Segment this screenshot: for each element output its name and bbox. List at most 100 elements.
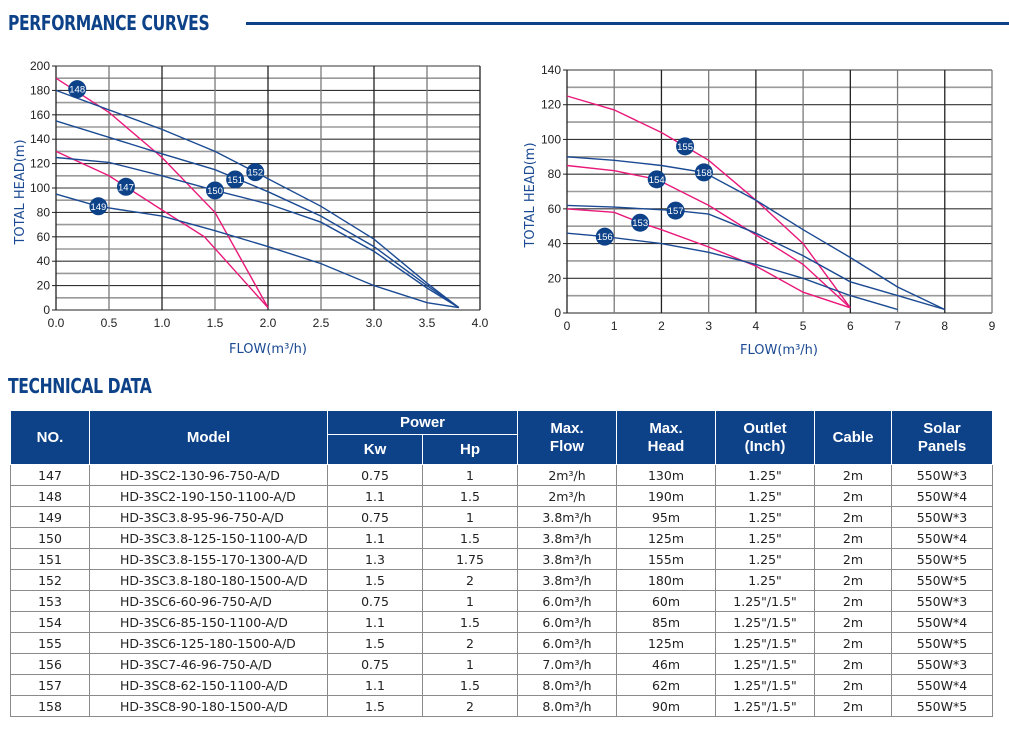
y-tick-label: 160 xyxy=(30,108,50,122)
x-tick-label: 2.0 xyxy=(260,316,277,330)
y-tick-label: 180 xyxy=(30,83,50,97)
curve-badge-label: 154 xyxy=(649,175,665,186)
header-outlet-line2: (Inch) xyxy=(744,437,786,455)
cell-no: 151 xyxy=(10,548,90,570)
header-no: NO. xyxy=(10,410,90,465)
cell-hp: 1 xyxy=(422,464,518,486)
technical-data-table: NO. Model Power Max. Flow Max. Head Outlet… xyxy=(10,410,993,717)
curve-155 xyxy=(566,95,851,309)
header-power: Power xyxy=(327,410,518,435)
cell-cable: 2m xyxy=(814,569,892,591)
cell-model: HD-3SC7-46-96-750-A/D xyxy=(89,653,328,675)
cell-kw: 1.1 xyxy=(327,527,423,549)
x-tick-label: 1 xyxy=(611,319,618,333)
y-tick-label: 140 xyxy=(541,63,561,77)
cell-cable: 2m xyxy=(814,464,892,486)
cell-hp: 2 xyxy=(422,569,518,591)
curve-158 xyxy=(566,156,946,311)
cell-head: 155m xyxy=(616,548,716,570)
cell-cable: 2m xyxy=(814,485,892,507)
x-tick-label: 4.0 xyxy=(472,316,489,330)
curve-153 xyxy=(566,208,851,309)
table-row: 147 HD-3SC2-130-96-750-A/D 0.75 1 2m³/h 130m 1… xyxy=(10,464,993,486)
y-tick-label: 40 xyxy=(548,237,562,251)
curve-148 xyxy=(55,77,269,308)
curve-badge-150 xyxy=(206,181,224,200)
cell-no: 150 xyxy=(10,527,90,549)
y-tick-label: 200 xyxy=(30,59,50,73)
cell-hp: 2 xyxy=(422,695,518,717)
x-tick-label: 3.5 xyxy=(419,316,436,330)
y-axis-label: TOTAL HEAD(m) xyxy=(523,142,538,248)
cell-solar: 550W*4 xyxy=(891,527,993,549)
cell-cable: 2m xyxy=(814,632,892,654)
header-max-head-line2: Head xyxy=(647,437,685,455)
cell-no: 152 xyxy=(10,569,90,591)
cell-kw: 1.1 xyxy=(327,674,423,696)
cell-model: HD-3SC3.8-180-180-1500-A/D xyxy=(89,569,328,591)
cell-head: 180m xyxy=(616,569,716,591)
cell-hp: 1.75 xyxy=(422,548,518,570)
x-tick-label: 7 xyxy=(894,319,901,333)
curve-156 xyxy=(566,232,898,311)
x-tick-label: 8 xyxy=(941,319,948,333)
cell-flow: 3.8m³/h xyxy=(517,527,617,549)
y-tick-label: 140 xyxy=(30,132,50,146)
cell-kw: 1.5 xyxy=(327,695,423,717)
y-tick-label: 20 xyxy=(37,279,51,293)
y-tick-label: 0 xyxy=(43,303,50,317)
cell-outlet: 1.25"/1.5" xyxy=(715,653,815,675)
cell-flow: 3.8m³/h xyxy=(517,569,617,591)
cell-kw: 0.75 xyxy=(327,506,423,528)
curve-badge-label: 148 xyxy=(69,85,85,96)
cell-outlet: 1.25" xyxy=(715,485,815,507)
cell-kw: 1.5 xyxy=(327,569,423,591)
curve-badge-label: 147 xyxy=(118,182,134,193)
cell-flow: 8.0m³/h xyxy=(517,674,617,696)
header-solar: Solar Panels xyxy=(891,410,993,465)
table-row: 150 HD-3SC3.8-125-150-1100-A/D 1.1 1.5 3.8m³… xyxy=(10,527,993,549)
cell-outlet: 1.25"/1.5" xyxy=(715,695,815,717)
cell-flow: 6.0m³/h xyxy=(517,632,617,654)
cell-solar: 550W*3 xyxy=(891,590,993,612)
curve-badge-label: 155 xyxy=(677,142,693,153)
cell-kw: 1.5 xyxy=(327,632,423,654)
header-hp: Hp xyxy=(422,434,518,465)
cell-cable: 2m xyxy=(814,695,892,717)
y-tick-label: 60 xyxy=(37,230,51,244)
cell-no: 149 xyxy=(10,506,90,528)
cell-kw: 0.75 xyxy=(327,464,423,486)
header-max-head-line1: Max. xyxy=(649,419,683,437)
cell-kw: 1.1 xyxy=(327,485,423,507)
header-max-flow-line2: Flow xyxy=(549,437,585,455)
cell-head: 130m xyxy=(616,464,716,486)
cell-flow: 8.0m³/h xyxy=(517,695,617,717)
x-axis-label: FLOW(m³/h) xyxy=(740,343,818,358)
cell-no: 148 xyxy=(10,485,90,507)
x-tick-label: 9 xyxy=(989,319,996,333)
cell-cable: 2m xyxy=(814,548,892,570)
cell-cable: 2m xyxy=(814,611,892,633)
cell-no: 157 xyxy=(10,674,90,696)
y-tick-label: 20 xyxy=(548,271,562,285)
cell-kw: 1.1 xyxy=(327,611,423,633)
cell-outlet: 1.25"/1.5" xyxy=(715,632,815,654)
cell-flow: 3.8m³/h xyxy=(517,506,617,528)
cell-outlet: 1.25"/1.5" xyxy=(715,590,815,612)
curve-151 xyxy=(55,120,460,309)
curve-badge-157 xyxy=(666,201,685,220)
table-row: 154 HD-3SC6-85-150-1100-A/D 1.1 1.5 6.0m³/h 8… xyxy=(10,611,993,633)
curve-badge-158 xyxy=(694,163,713,182)
curve-154 xyxy=(566,164,851,309)
cell-model: HD-3SC2-190-150-1100-A/D xyxy=(89,485,328,507)
curve-badge-154 xyxy=(647,170,666,189)
x-tick-label: 6 xyxy=(847,319,854,333)
header-solar-line1: Solar xyxy=(923,419,961,437)
cell-solar: 550W*3 xyxy=(891,653,993,675)
cell-head: 125m xyxy=(616,632,716,654)
cell-hp: 1.5 xyxy=(422,527,518,549)
curve-147 xyxy=(55,150,269,309)
cell-outlet: 1.25" xyxy=(715,464,815,486)
y-tick-label: 60 xyxy=(548,202,562,216)
cell-head: 46m xyxy=(616,653,716,675)
